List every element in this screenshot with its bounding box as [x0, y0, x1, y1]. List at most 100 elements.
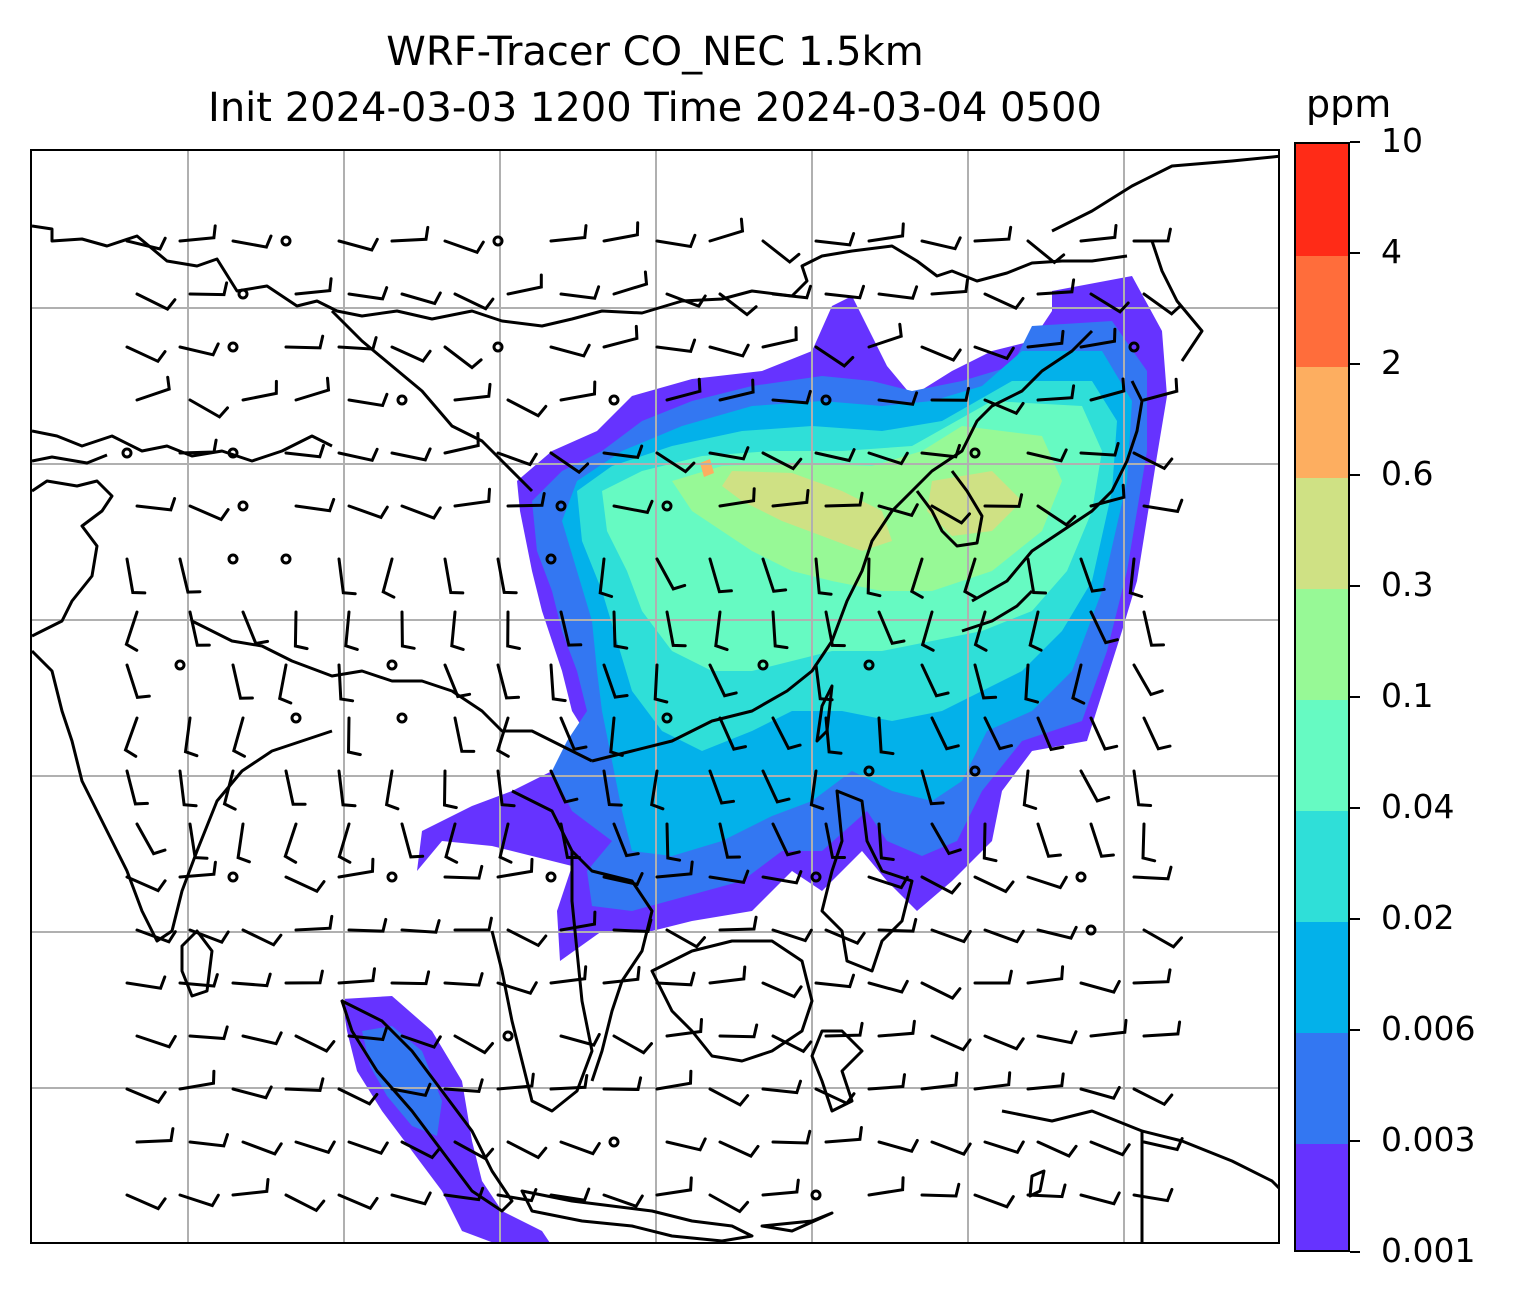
wind-barb — [549, 1187, 591, 1202]
wind-barb — [241, 1140, 283, 1156]
calm-wind-marker — [396, 394, 408, 406]
wind-barb — [930, 928, 972, 944]
wind-barb — [294, 1140, 336, 1155]
colorbar-tick-label: 0.006 — [1381, 1009, 1476, 1048]
wind-barb — [761, 769, 791, 804]
wind-barb — [346, 716, 362, 757]
wind-barb — [920, 1182, 961, 1198]
wind-barb — [761, 981, 803, 999]
wind-barb — [444, 822, 459, 864]
wind-barb — [655, 233, 697, 249]
wind-barb — [930, 1034, 972, 1052]
wind-barb — [653, 663, 669, 704]
wind-barb — [910, 557, 924, 599]
calm-wind-marker — [121, 447, 133, 459]
wind-barb — [400, 1140, 442, 1160]
wind-barb — [761, 451, 803, 471]
wind-barb — [1089, 1018, 1128, 1038]
wind-barb — [294, 914, 334, 932]
wind-barb — [1142, 498, 1184, 514]
wind-barb — [771, 822, 801, 857]
wind-barb — [1089, 292, 1130, 314]
colorbar-tick — [1350, 252, 1360, 254]
wind-barb — [761, 1178, 800, 1197]
wind-barb — [294, 277, 333, 296]
wind-barb — [337, 967, 376, 985]
wind-barb — [135, 928, 177, 944]
wind-barb — [506, 928, 548, 948]
calm-wind-marker — [608, 394, 620, 406]
wind-barb — [453, 1140, 495, 1161]
wind-barb — [1142, 1020, 1182, 1038]
wind-barb — [390, 225, 430, 243]
wind-barb — [284, 1077, 325, 1092]
wind-barb — [1026, 1072, 1065, 1091]
calm-wind-marker — [555, 500, 567, 512]
colorbar-tick-label: 0.001 — [1381, 1231, 1476, 1270]
calm-wind-marker — [280, 235, 292, 247]
wind-barb — [232, 716, 246, 758]
colorbar-tick-label: 0.3 — [1381, 565, 1434, 604]
wind-barb — [718, 915, 758, 932]
wind-barb — [1022, 769, 1038, 810]
wind-barb — [665, 610, 687, 648]
wind-barb — [708, 663, 738, 698]
wind-barb — [824, 491, 864, 508]
wind-barb — [559, 285, 601, 300]
wind-barb — [443, 1186, 485, 1202]
wind-barb — [761, 870, 803, 885]
wind-barb — [655, 1069, 693, 1091]
wind-barb — [1026, 557, 1047, 595]
wind-barb — [443, 663, 472, 699]
wind-barb — [983, 493, 1024, 508]
wind-barb — [337, 557, 357, 596]
wind-barb — [1142, 1137, 1184, 1152]
wind-barb — [450, 610, 465, 651]
wind-barb — [1079, 1191, 1121, 1206]
tracer-band-7 — [722, 471, 892, 551]
wind-barb — [708, 557, 733, 594]
wind-barb — [135, 822, 167, 856]
wind-barb — [125, 875, 167, 893]
wind-barb — [814, 557, 833, 596]
wind-barb — [1028, 610, 1043, 652]
wind-barb — [496, 1188, 538, 1203]
wind-barb — [231, 663, 254, 700]
wind-barb — [1089, 483, 1126, 508]
wind-barb — [602, 444, 644, 460]
wind-barb — [390, 1082, 432, 1097]
wind-barb — [453, 1034, 494, 1055]
tracer-concentration-fill — [342, 276, 1167, 1242]
wind-barb — [294, 497, 336, 513]
wind-barb — [1024, 663, 1039, 704]
wind-barb — [231, 1085, 273, 1100]
wind-barb — [178, 1193, 220, 1208]
wind-barb — [983, 292, 1025, 310]
wind-barb — [920, 663, 950, 698]
wind-barb — [559, 1140, 601, 1156]
wind-barb — [125, 1087, 167, 1104]
wind-barb — [1132, 451, 1174, 471]
wind-barb — [496, 981, 538, 995]
wind-barb — [612, 918, 653, 934]
colorbar-tick — [1350, 363, 1360, 365]
wind-barb — [1026, 239, 1066, 265]
wind-barb — [877, 503, 919, 518]
wind-barb — [983, 928, 1025, 944]
wind-barb — [665, 377, 702, 402]
wind-barb — [549, 663, 567, 703]
calm-wind-marker — [237, 288, 249, 300]
wind-barb — [549, 769, 579, 804]
wind-barb — [1036, 716, 1065, 752]
wind-barb — [771, 489, 810, 508]
wind-barb — [241, 928, 283, 947]
wind-barb — [188, 281, 229, 297]
wind-barb — [559, 822, 581, 860]
wind-barb — [559, 610, 583, 647]
wind-barb — [284, 769, 307, 806]
wind-barb — [1132, 865, 1173, 881]
wind-barb — [824, 928, 866, 945]
wind-barb — [602, 769, 623, 807]
wind-barb — [1142, 377, 1179, 402]
wind-barb — [453, 916, 493, 932]
